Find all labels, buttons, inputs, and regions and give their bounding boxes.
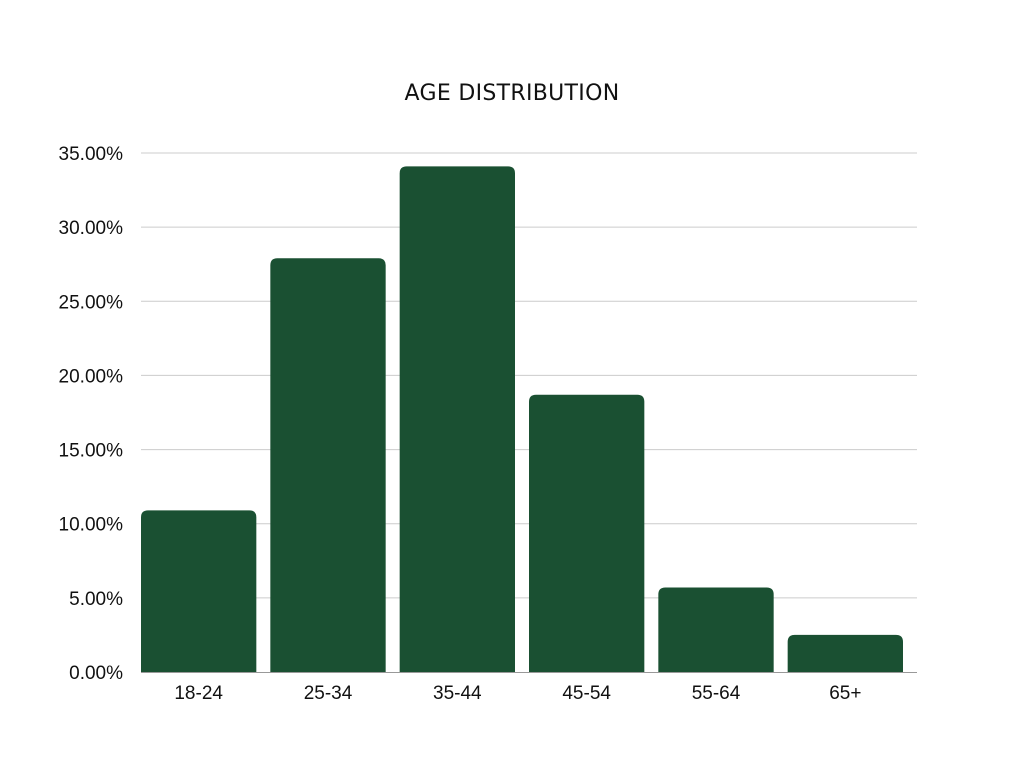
y-tick-label: 15.00% xyxy=(59,441,124,462)
bars xyxy=(141,166,903,673)
chart-title: AGE DISTRIBUTION xyxy=(405,81,620,106)
y-tick-label: 0.00% xyxy=(69,663,123,684)
y-tick-label: 35.00% xyxy=(59,144,124,165)
y-tick-label: 25.00% xyxy=(59,292,124,313)
x-tick-label: 35-44 xyxy=(433,683,482,704)
x-tick-label: 18-24 xyxy=(174,683,223,704)
bar-25-34 xyxy=(270,258,386,672)
x-tick-label: 45-54 xyxy=(562,683,611,704)
bar-18-24 xyxy=(141,510,257,672)
y-tick-label: 20.00% xyxy=(59,366,124,387)
y-axis-ticks: 0.00% 5.00% 10.00% 15.00% 20.00% 25.00% 30.00%… xyxy=(59,144,124,684)
x-axis-ticks: 18-24 25-34 35-44 45-54 55-64 65+ xyxy=(174,683,861,704)
y-tick-label: 30.00% xyxy=(59,218,124,239)
bar-45-54 xyxy=(529,394,645,672)
y-tick-label: 10.00% xyxy=(59,515,124,536)
bar-35-44 xyxy=(399,166,515,673)
y-tick-label: 5.00% xyxy=(69,589,123,610)
x-tick-label: 25-34 xyxy=(304,683,353,704)
x-tick-label: 65+ xyxy=(829,683,861,704)
bar-55-64 xyxy=(658,587,774,672)
x-tick-label: 55-64 xyxy=(692,683,741,704)
bar-65+ xyxy=(787,634,903,672)
